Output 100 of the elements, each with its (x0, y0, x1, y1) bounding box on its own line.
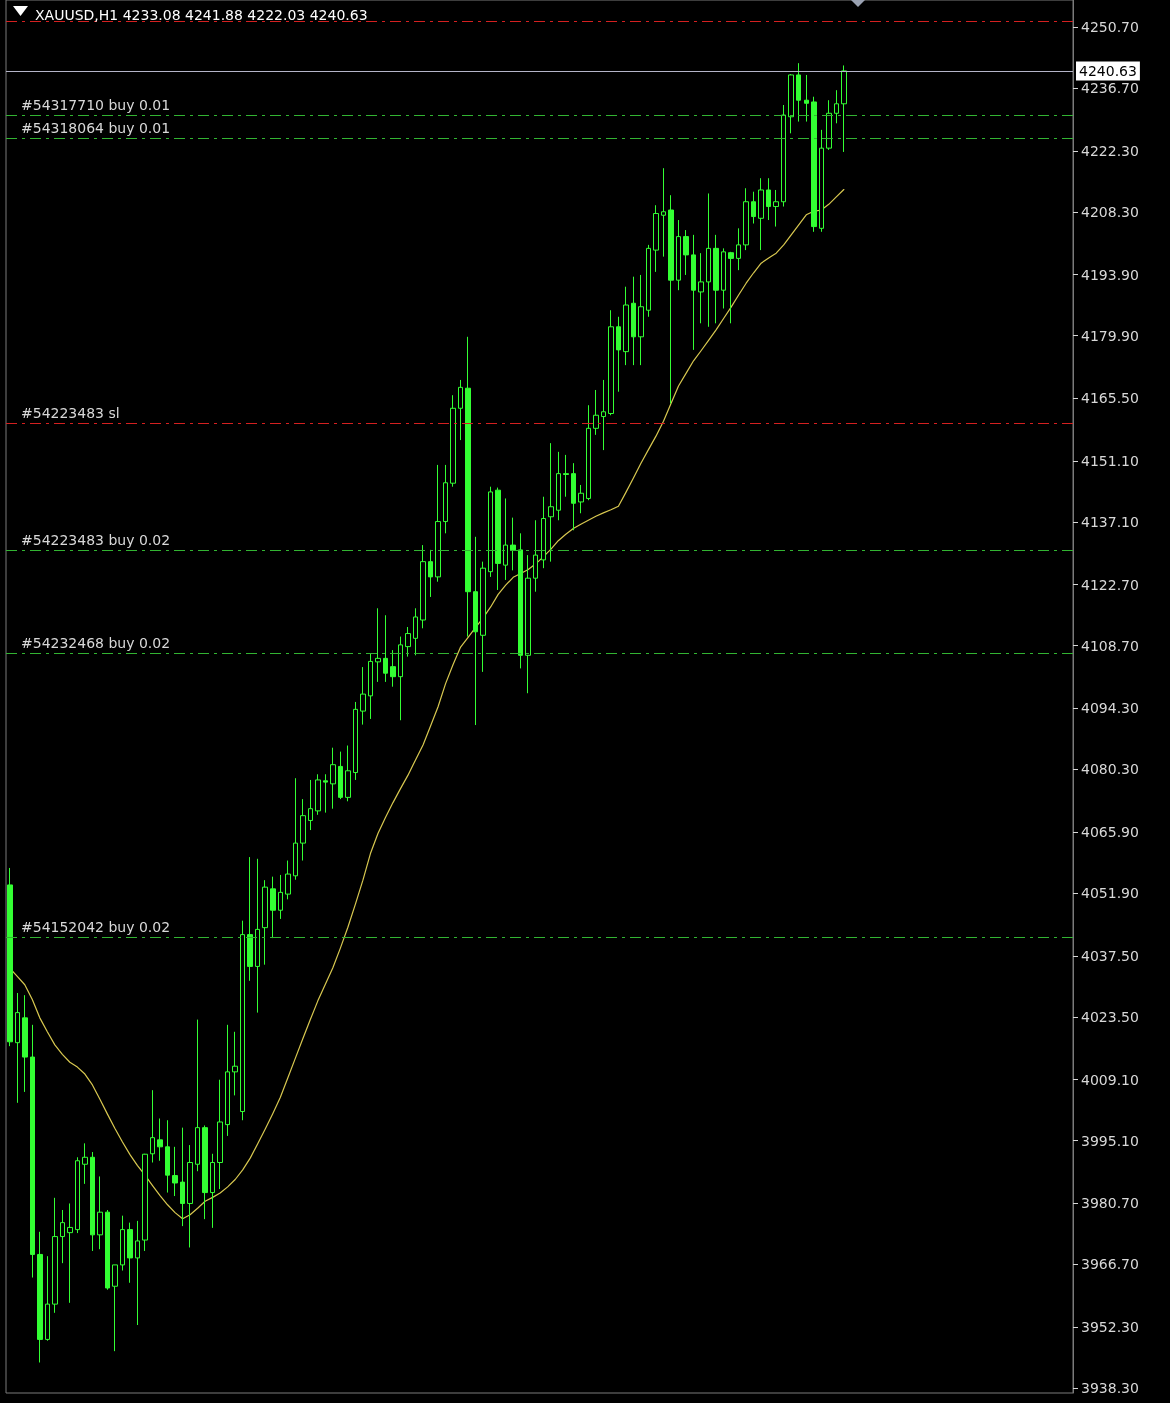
candlestick (683, 229, 689, 276)
candlestick (691, 234, 696, 351)
candlestick (571, 462, 576, 531)
candlestick (405, 626, 411, 658)
candlestick (578, 484, 584, 514)
ref-line-label: #54232468 buy 0.02 (21, 635, 171, 652)
candlestick (556, 451, 561, 521)
candlestick (210, 1153, 215, 1229)
candlestick (510, 517, 516, 571)
y-tick-label: 3952.30 (1081, 1319, 1139, 1336)
candlestick (563, 454, 569, 498)
candlestick (593, 389, 599, 436)
candlestick (533, 519, 538, 593)
candlestick (247, 856, 253, 982)
y-tick-label: 3966.70 (1081, 1256, 1139, 1273)
candlestick (480, 561, 486, 673)
y-tick-label: 4023.50 (1081, 1008, 1139, 1025)
y-tick-label: 4151.10 (1081, 452, 1139, 469)
y-tick-label: 4122.70 (1081, 576, 1139, 593)
y-tick-label: 4208.30 (1081, 203, 1139, 220)
y-tick-label: 3980.70 (1081, 1195, 1139, 1212)
candlestick (661, 167, 666, 258)
candlestick (473, 536, 478, 726)
candlestick (548, 442, 554, 563)
y-tick-label: 4080.30 (1081, 761, 1139, 778)
candlestick (653, 204, 659, 273)
candlestick (773, 189, 779, 228)
candlestick (428, 549, 433, 598)
candlestick (338, 751, 343, 800)
candlestick (232, 1031, 238, 1096)
candlestick (165, 1119, 170, 1194)
y-tick-label: 4250.70 (1081, 19, 1139, 36)
candlestick (172, 1146, 178, 1197)
candlestick (826, 99, 832, 151)
candlestick (37, 1231, 43, 1363)
candlestick (375, 607, 381, 683)
ref-line-label: #54223483 sl (21, 405, 120, 422)
candlestick (202, 1124, 208, 1220)
y-tick-label: 4137.10 (1081, 513, 1139, 530)
candlestick (713, 234, 719, 324)
candlestick (293, 777, 298, 881)
candlestick (22, 994, 28, 1093)
candlestick (278, 874, 283, 920)
y-tick-label: 4037.50 (1081, 947, 1139, 964)
candlestick (608, 309, 614, 416)
candlestick (120, 1215, 125, 1272)
candlestick (82, 1142, 88, 1185)
y-tick-label: 4179.90 (1081, 327, 1139, 344)
y-tick-label: 4108.70 (1081, 637, 1139, 654)
candlestick (518, 532, 523, 669)
candlestick (616, 316, 621, 393)
candlestick (105, 1209, 110, 1291)
candlestick (435, 464, 441, 583)
candlestick (353, 701, 358, 781)
candlestick (706, 192, 711, 328)
candlestick (7, 867, 13, 1047)
candlestick (240, 920, 245, 1121)
candlestick (811, 96, 817, 233)
y-tick-label: 4094.30 (1081, 700, 1139, 717)
y-tick-label: 4222.30 (1081, 142, 1139, 159)
candlestick (315, 773, 321, 816)
y-tick-label: 4193.90 (1081, 266, 1139, 283)
candlestick (135, 1220, 140, 1326)
candlestick (45, 1255, 50, 1342)
candlestick (15, 992, 20, 1104)
candlestick (458, 379, 463, 441)
candlestick (398, 636, 403, 721)
candlestick (450, 394, 456, 488)
candlestick (788, 73, 794, 134)
candlestick (112, 1264, 118, 1352)
candlestick (623, 286, 629, 366)
text: XAUUSD,H1 4233.08 4241.88 4222.03 4240.63 (35, 7, 368, 23)
y-tick-label: 4165.50 (1081, 390, 1139, 407)
candlestick (383, 614, 388, 683)
candlestick (646, 244, 651, 318)
y-tick-label: 3995.10 (1081, 1132, 1139, 1149)
candlestick (345, 745, 351, 802)
candlestick (30, 1024, 35, 1279)
candlestick (766, 177, 771, 221)
candlestick (736, 227, 741, 271)
candlestick (503, 497, 508, 581)
y-tick-label: 4065.90 (1081, 824, 1139, 841)
candlestick (217, 1079, 223, 1190)
candlestick (525, 554, 531, 694)
candlestick (97, 1175, 103, 1250)
candlestick (270, 876, 276, 939)
candlestick (465, 336, 471, 638)
candlestick (187, 1144, 193, 1248)
candlestick (420, 544, 426, 629)
candlestick (668, 194, 674, 404)
candlestick (413, 607, 418, 656)
ref-line-label: #54152042 buy 0.02 (21, 919, 171, 936)
y-tick-label: 4236.70 (1081, 80, 1139, 97)
candlestick (52, 1197, 58, 1314)
candlestick (308, 779, 313, 831)
candlestick (195, 1019, 200, 1172)
y-tick-label: 4009.10 (1081, 1071, 1139, 1088)
candlestick (67, 1202, 73, 1304)
candlestick (781, 104, 786, 208)
candlestick (360, 666, 366, 726)
